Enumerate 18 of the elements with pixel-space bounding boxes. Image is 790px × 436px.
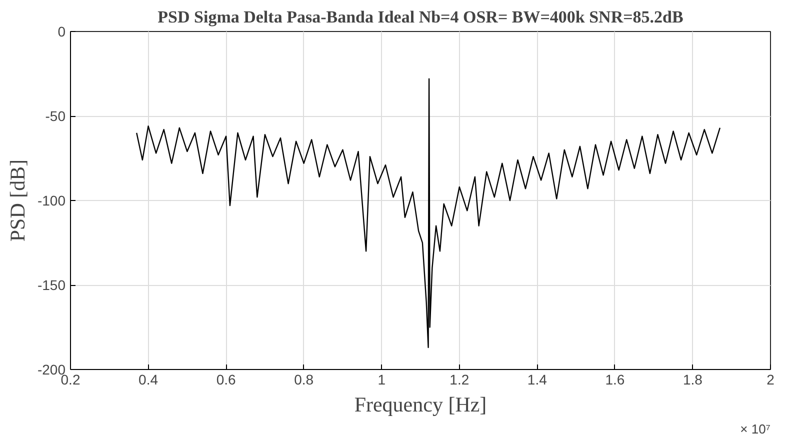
x-tick-label: 0.8 <box>294 372 314 388</box>
y-tick-label: 0 <box>58 24 66 40</box>
line-series <box>136 78 721 348</box>
text: × 10⁷ <box>740 422 771 436</box>
x-tick-label: 1.8 <box>682 372 703 388</box>
x-tick-label: 0.4 <box>138 372 158 388</box>
x-tick-label: 1.4 <box>527 372 548 388</box>
y-tick-label: -100 <box>37 192 66 208</box>
y-axis-title: PSD [dB] <box>5 159 30 242</box>
chart-title: PSD Sigma Delta Pasa-Banda Ideal Nb=4 OSR= BW=400k SNR=85.2dB <box>158 8 684 26</box>
x-tick-label: 1.6 <box>605 372 625 388</box>
x-axis-title: Frequency [Hz] <box>354 392 487 416</box>
y-tick-label: -50 <box>45 108 66 124</box>
y-tick-label: -150 <box>37 277 66 293</box>
x-tick-label: 2 <box>766 372 775 388</box>
x-tick-label: 0.6 <box>216 372 236 388</box>
x-tick-label: 1.2 <box>450 372 470 388</box>
x-tick-label: 1 <box>378 372 386 388</box>
